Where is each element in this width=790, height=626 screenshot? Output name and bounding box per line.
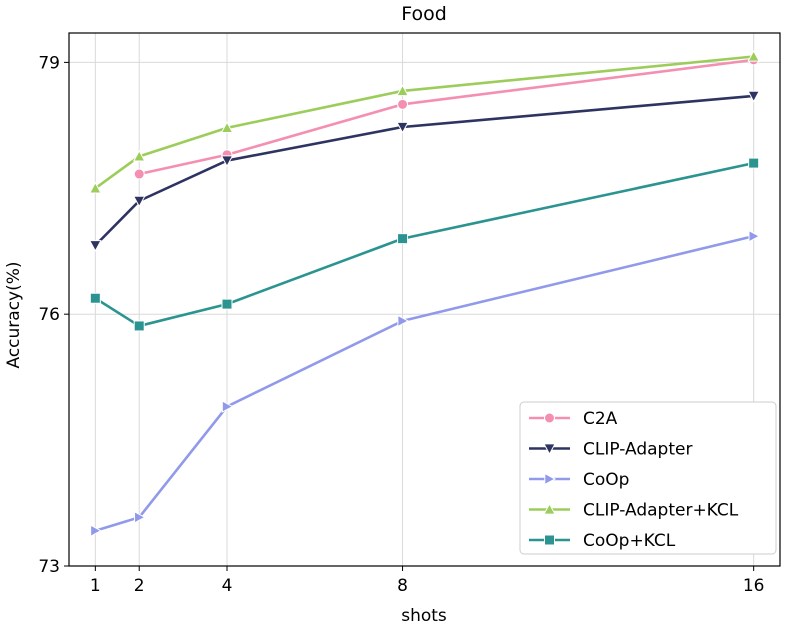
plot-frame [68, 32, 781, 567]
legend-label-clip-adapter: CLIP-Adapter [583, 440, 692, 460]
data-point-clip-adapter-kcl-x1 [88, 181, 102, 194]
data-point-c2a-x2 [133, 168, 145, 180]
chart-title: Food [401, 3, 447, 25]
legend-item-clip-adapter-kcl: CLIP-Adapter+KCL [529, 501, 739, 521]
x-tick-label-16: 16 [743, 576, 765, 596]
series-line-clip-adapter-kcl [94, 55, 754, 190]
axis-ticks: 1 2 4 8 16 73 76 79 [38, 53, 764, 596]
series-coop [90, 229, 761, 538]
data-point-coop-x8 [397, 314, 410, 328]
data-point-coop-kcl-x1 [89, 292, 101, 304]
legend-swatch-marker-coop [544, 472, 557, 486]
series-line-coop-kcl [94, 161, 754, 328]
y-tick-label-73: 73 [38, 557, 60, 577]
data-point-coop-kcl-x16 [748, 157, 760, 169]
data-point-c2a-x8 [397, 98, 409, 110]
legend-label-c2a: C2A [583, 409, 618, 429]
x-tick-label-8: 8 [397, 576, 408, 596]
legend-item-clip-adapter: CLIP-Adapter [529, 440, 692, 460]
data-point-coop-kcl-x8 [397, 233, 409, 245]
x-tick-label-4: 4 [222, 576, 233, 596]
series-layer [88, 49, 761, 538]
data-point-clip-adapter-x1 [88, 240, 102, 252]
data-point-clip-adapter-kcl-x2 [132, 149, 146, 162]
legend: C2A CLIP-Adapter CoOp CLIP-Adapter+KCL CoOp+… [519, 401, 777, 555]
data-point-clip-adapter-x8 [396, 121, 409, 134]
y-axis-label: Accuracy(%) [4, 261, 24, 368]
legend-item-coop-kcl: CoOp+KCL [529, 531, 676, 551]
data-point-coop-x4 [221, 400, 234, 413]
y-tick-label-76: 76 [38, 305, 60, 325]
x-axis-label: shots [401, 606, 447, 626]
data-point-clip-adapter-x2 [132, 195, 146, 208]
legend-swatch-marker-coop-kcl [544, 534, 555, 546]
series-coop-kcl [89, 157, 760, 332]
legend-swatch-marker-clip-adapter [543, 443, 556, 456]
legend-swatch-marker-c2a [544, 412, 555, 424]
legend-label-clip-adapter-kcl: CLIP-Adapter+KCL [583, 501, 739, 521]
legend-swatch-marker-clip-adapter-kcl [543, 502, 556, 515]
y-tick-label-79: 79 [38, 53, 60, 73]
series-line-clip-adapter [94, 94, 754, 247]
series-line-c2a [138, 58, 754, 176]
series-clip-adapter-kcl [88, 49, 761, 194]
data-point-coop-x16 [748, 229, 761, 243]
data-point-clip-adapter-x4 [220, 155, 234, 168]
data-point-coop-x2 [134, 510, 146, 524]
data-point-clip-adapter-x16 [747, 90, 761, 103]
data-point-clip-adapter-kcl-x4 [220, 121, 234, 134]
legend-frame [519, 401, 777, 555]
x-tick-label-1: 1 [90, 576, 101, 596]
legend-item-coop: CoOp [529, 470, 629, 490]
data-point-coop-x1 [90, 524, 102, 538]
x-tick-label-2: 2 [134, 576, 145, 596]
data-point-clip-adapter-kcl-x8 [396, 84, 409, 97]
legend-label-coop: CoOp [583, 470, 629, 490]
series-clip-adapter [88, 90, 761, 252]
data-point-coop-kcl-x2 [133, 320, 145, 332]
legend-item-c2a: C2A [529, 409, 618, 429]
data-point-coop-kcl-x4 [221, 298, 233, 310]
legend-label-coop-kcl: CoOp+KCL [583, 531, 676, 551]
data-point-clip-adapter-kcl-x16 [747, 49, 761, 62]
